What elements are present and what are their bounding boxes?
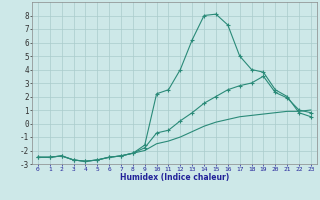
- X-axis label: Humidex (Indice chaleur): Humidex (Indice chaleur): [120, 173, 229, 182]
